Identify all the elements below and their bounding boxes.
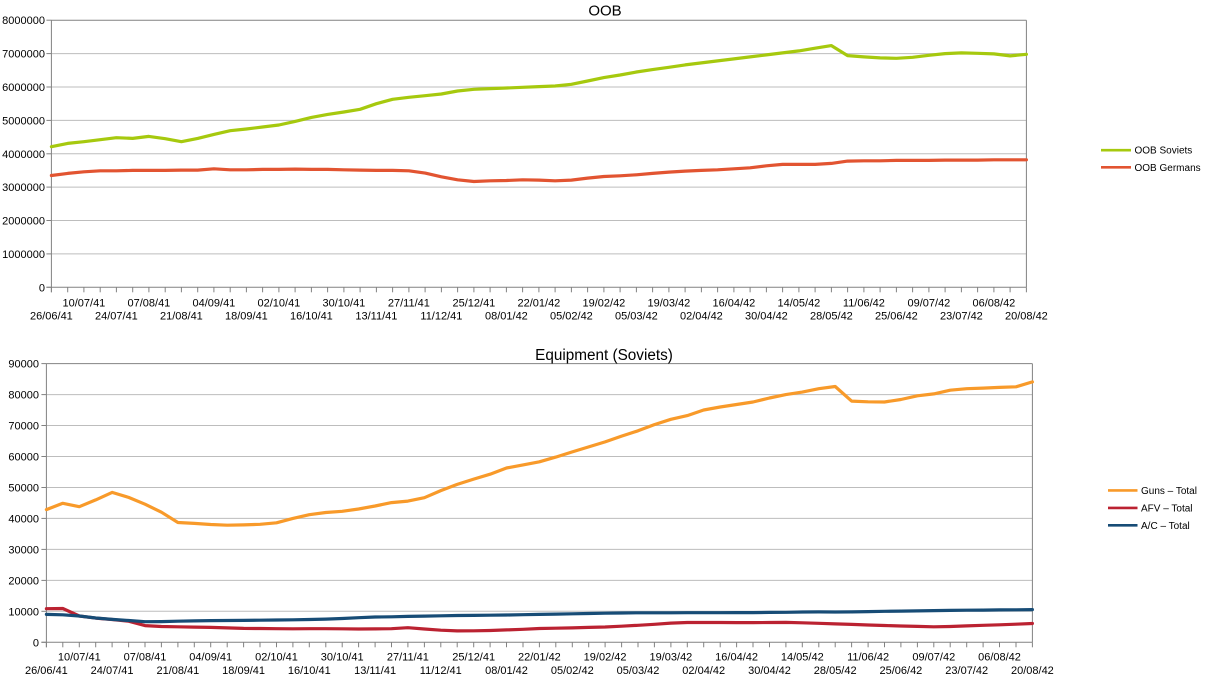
- svg-text:26/06/41: 26/06/41: [25, 665, 68, 677]
- svg-text:16/04/42: 16/04/42: [712, 298, 755, 310]
- svg-text:OOB Germans: OOB Germans: [1135, 163, 1201, 174]
- svg-text:22/01/42: 22/01/42: [517, 298, 560, 310]
- svg-text:3000000: 3000000: [2, 182, 45, 194]
- svg-text:27/11/41: 27/11/41: [388, 298, 430, 310]
- svg-text:14/05/42: 14/05/42: [777, 298, 820, 310]
- svg-text:20000: 20000: [8, 575, 39, 587]
- svg-text:0: 0: [39, 282, 45, 294]
- svg-text:4000000: 4000000: [2, 149, 45, 161]
- svg-text:20/08/42: 20/08/42: [1011, 665, 1054, 677]
- svg-text:19/02/42: 19/02/42: [584, 651, 627, 663]
- svg-text:09/07/42: 09/07/42: [912, 651, 955, 663]
- svg-text:19/03/42: 19/03/42: [647, 298, 690, 310]
- svg-text:80000: 80000: [8, 390, 39, 402]
- svg-text:13/11/41: 13/11/41: [354, 665, 396, 677]
- svg-text:30000: 30000: [8, 544, 39, 556]
- svg-text:07/08/41: 07/08/41: [124, 651, 167, 663]
- svg-text:6000000: 6000000: [2, 82, 45, 94]
- svg-text:1000000: 1000000: [2, 249, 45, 261]
- svg-text:16/04/42: 16/04/42: [715, 651, 758, 663]
- svg-text:05/03/42: 05/03/42: [617, 665, 660, 677]
- svg-text:AFV – Total: AFV – Total: [1141, 503, 1193, 514]
- svg-text:05/02/42: 05/02/42: [550, 311, 593, 323]
- svg-text:22/01/42: 22/01/42: [518, 651, 561, 663]
- svg-text:OOB: OOB: [588, 3, 621, 20]
- svg-text:16/10/41: 16/10/41: [290, 311, 333, 323]
- svg-text:50000: 50000: [8, 483, 39, 495]
- svg-text:18/09/41: 18/09/41: [222, 665, 265, 677]
- svg-text:26/06/41: 26/06/41: [30, 311, 73, 323]
- svg-text:04/09/41: 04/09/41: [192, 298, 235, 310]
- svg-text:02/10/41: 02/10/41: [257, 298, 300, 310]
- svg-text:10/07/41: 10/07/41: [58, 651, 101, 663]
- svg-text:09/07/42: 09/07/42: [907, 298, 950, 310]
- svg-text:30/10/41: 30/10/41: [321, 651, 364, 663]
- svg-text:25/12/41: 25/12/41: [452, 651, 495, 663]
- svg-text:04/09/41: 04/09/41: [189, 651, 232, 663]
- svg-text:A/C – Total: A/C – Total: [1141, 521, 1190, 532]
- svg-text:70000: 70000: [8, 421, 39, 433]
- svg-text:90000: 90000: [8, 359, 39, 371]
- svg-text:25/06/42: 25/06/42: [879, 665, 922, 677]
- svg-text:28/05/42: 28/05/42: [814, 665, 857, 677]
- svg-text:19/02/42: 19/02/42: [582, 298, 625, 310]
- svg-text:06/08/42: 06/08/42: [972, 298, 1015, 310]
- svg-text:11/06/42: 11/06/42: [847, 651, 889, 663]
- svg-text:11/12/41: 11/12/41: [420, 311, 462, 323]
- svg-text:Guns – Total: Guns – Total: [1141, 486, 1197, 497]
- svg-text:02/10/41: 02/10/41: [255, 651, 298, 663]
- svg-text:0: 0: [33, 637, 39, 649]
- svg-text:08/01/42: 08/01/42: [485, 665, 528, 677]
- svg-text:11/12/41: 11/12/41: [420, 665, 462, 677]
- svg-text:5000000: 5000000: [2, 115, 45, 127]
- svg-text:14/05/42: 14/05/42: [781, 651, 824, 663]
- svg-text:07/08/41: 07/08/41: [127, 298, 170, 310]
- svg-text:20/08/42: 20/08/42: [1005, 311, 1048, 323]
- svg-text:Equipment (Soviets): Equipment (Soviets): [535, 347, 673, 364]
- svg-text:28/05/42: 28/05/42: [810, 311, 853, 323]
- svg-text:18/09/41: 18/09/41: [225, 311, 268, 323]
- svg-text:24/07/41: 24/07/41: [91, 665, 134, 677]
- svg-text:24/07/41: 24/07/41: [95, 311, 138, 323]
- svg-text:23/07/42: 23/07/42: [940, 311, 983, 323]
- svg-text:23/07/42: 23/07/42: [945, 665, 988, 677]
- svg-text:16/10/41: 16/10/41: [288, 665, 331, 677]
- svg-text:7000000: 7000000: [2, 49, 45, 61]
- svg-text:02/04/42: 02/04/42: [680, 311, 723, 323]
- svg-text:02/04/42: 02/04/42: [682, 665, 725, 677]
- svg-text:21/08/41: 21/08/41: [156, 665, 199, 677]
- svg-text:11/06/42: 11/06/42: [843, 298, 885, 310]
- svg-text:25/06/42: 25/06/42: [875, 311, 918, 323]
- svg-text:13/11/41: 13/11/41: [355, 311, 397, 323]
- svg-text:30/10/41: 30/10/41: [322, 298, 365, 310]
- svg-text:OOB Soviets: OOB Soviets: [1135, 146, 1193, 157]
- svg-text:8000000: 8000000: [2, 15, 45, 27]
- svg-text:30/04/42: 30/04/42: [748, 665, 791, 677]
- svg-text:27/11/41: 27/11/41: [387, 651, 429, 663]
- svg-text:06/08/42: 06/08/42: [978, 651, 1021, 663]
- svg-text:10/07/41: 10/07/41: [62, 298, 105, 310]
- svg-text:19/03/42: 19/03/42: [649, 651, 692, 663]
- svg-text:60000: 60000: [8, 452, 39, 464]
- svg-text:08/01/42: 08/01/42: [485, 311, 528, 323]
- svg-text:30/04/42: 30/04/42: [745, 311, 788, 323]
- svg-text:05/03/42: 05/03/42: [615, 311, 658, 323]
- svg-text:10000: 10000: [8, 606, 39, 618]
- svg-text:05/02/42: 05/02/42: [551, 665, 594, 677]
- svg-text:40000: 40000: [8, 513, 39, 525]
- svg-text:21/08/41: 21/08/41: [160, 311, 203, 323]
- svg-text:2000000: 2000000: [2, 216, 45, 228]
- svg-text:25/12/41: 25/12/41: [452, 298, 495, 310]
